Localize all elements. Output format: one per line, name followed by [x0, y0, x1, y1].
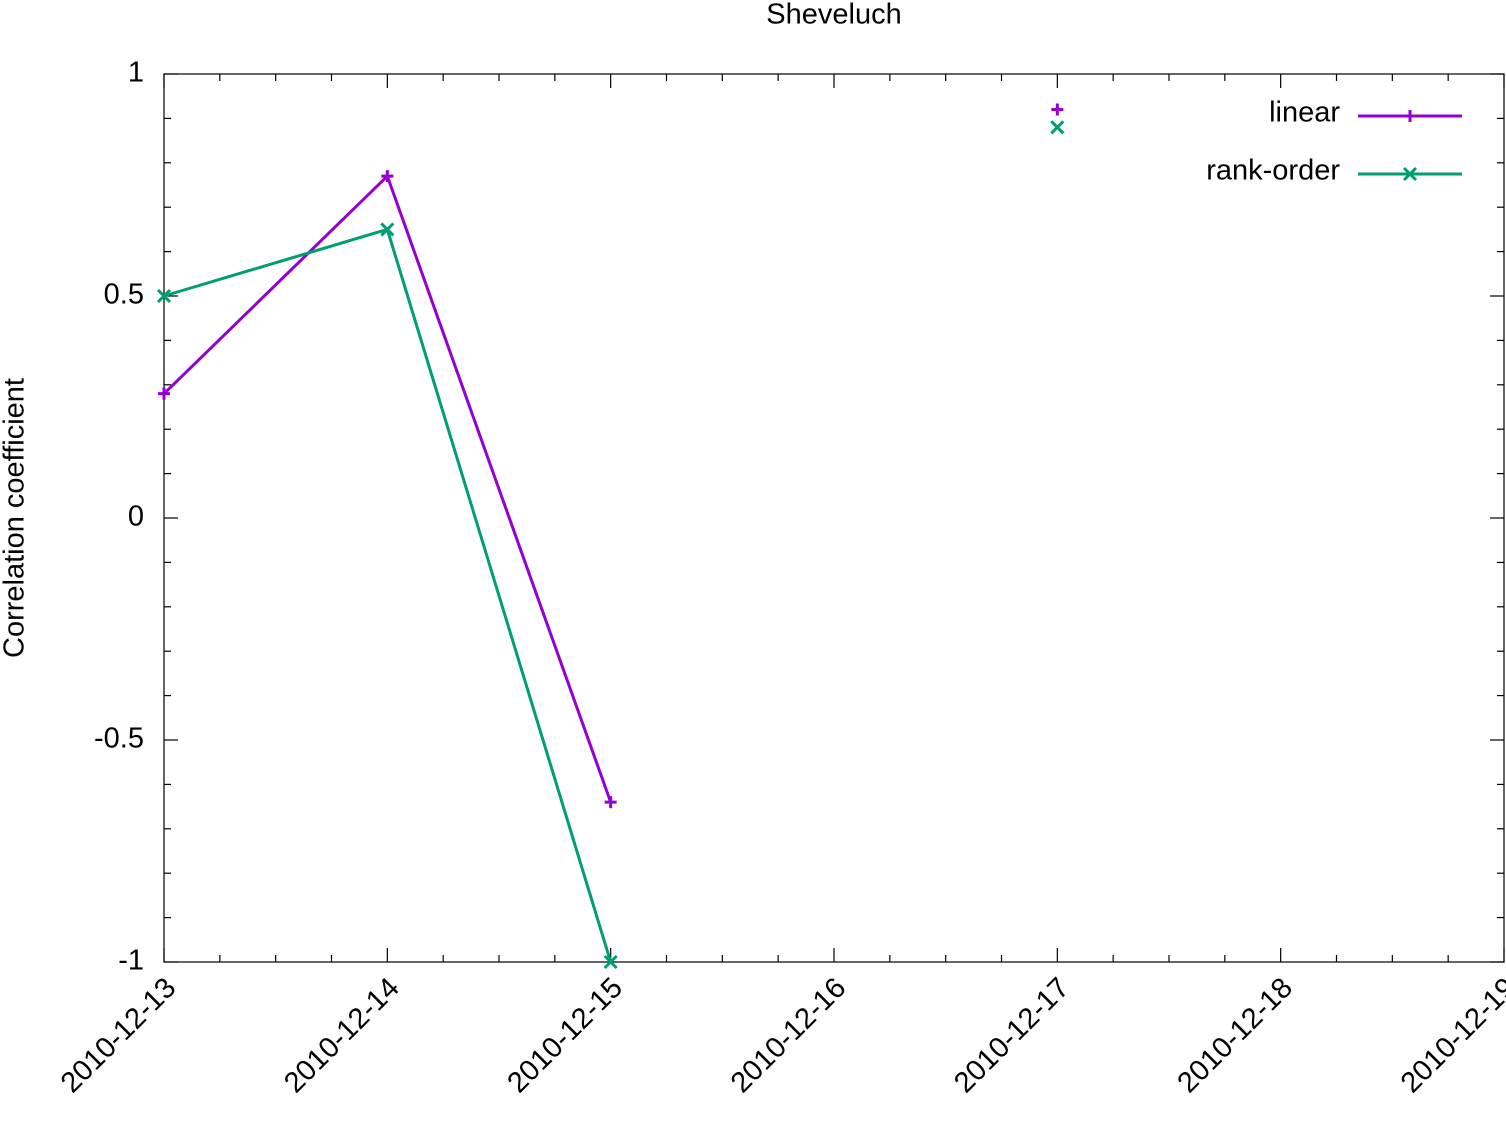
x-tick-label: 2010-12-17 — [948, 972, 1076, 1100]
legend-label: rank-order — [1206, 155, 1340, 187]
y-tick-label: 0 — [128, 501, 144, 533]
data-point — [1050, 120, 1065, 135]
y-axis-label: Correlation coefficient — [0, 378, 31, 658]
x-tick-label: 2010-12-18 — [1172, 972, 1300, 1100]
plot-frame — [163, 73, 1505, 963]
legend-label: linear — [1269, 97, 1340, 129]
x-tick-label: 2010-12-14 — [278, 972, 406, 1100]
data-point — [604, 796, 617, 809]
legend-marker — [1402, 166, 1418, 182]
x-tick-label: 2010-12-15 — [502, 972, 630, 1100]
y-tick-label: 1 — [128, 57, 144, 89]
series-line — [164, 110, 1057, 803]
legend-marker — [1404, 110, 1416, 122]
data-point — [158, 387, 170, 400]
y-tick-label: 0.5 — [104, 279, 144, 311]
y-tick-label: -1 — [118, 945, 144, 977]
data-point — [1051, 103, 1064, 116]
x-tick-label: 2010-12-16 — [725, 972, 853, 1100]
data-point — [156, 288, 172, 304]
x-tick-label: 2010-12-19 — [1395, 972, 1506, 1100]
data-point — [380, 222, 395, 237]
series-line — [164, 127, 1057, 962]
x-tick-label: 2010-12-13 — [55, 972, 183, 1100]
y-tick-label: -0.5 — [94, 723, 144, 755]
chart-title: Sheveluch — [766, 0, 901, 31]
data-point — [381, 170, 394, 183]
data-point — [603, 954, 618, 970]
